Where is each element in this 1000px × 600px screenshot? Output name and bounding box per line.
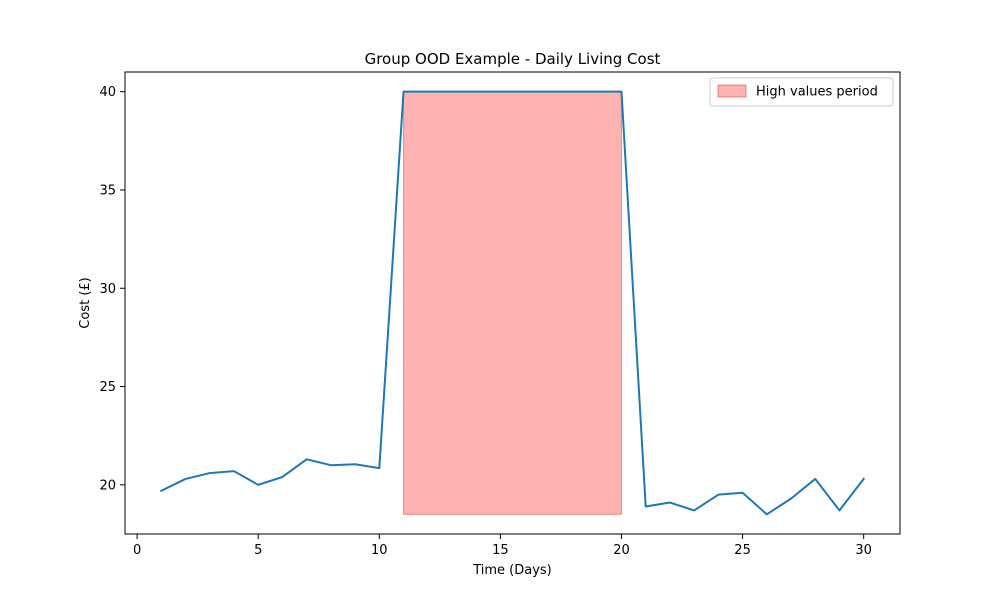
y-axis-label: Cost (£) — [78, 277, 93, 328]
plot-frame — [124, 71, 901, 535]
y-tick-label: 25 — [99, 380, 116, 395]
legend-label-high-values-period: High values period — [756, 85, 878, 100]
x-tick-label: 5 — [254, 543, 262, 558]
shaded-region-high-values-period — [403, 91, 622, 515]
chart-title: Group OOD Example - Daily Living Cost — [365, 50, 661, 68]
plot-area — [125, 72, 900, 534]
x-tick-label: 30 — [855, 543, 872, 558]
y-tick-label: 20 — [99, 478, 116, 493]
x-tick-label: 0 — [133, 543, 141, 558]
x-tick-label: 15 — [492, 543, 509, 558]
y-tick-label: 40 — [99, 85, 116, 100]
x-axis-label: Time (Days) — [472, 563, 552, 578]
legend-swatch-high-values-period — [717, 84, 747, 98]
x-tick-label: 20 — [613, 543, 630, 558]
x-tick-label: 10 — [371, 543, 388, 558]
legend: High values period — [709, 77, 894, 107]
y-tick-label: 30 — [99, 282, 116, 297]
shaded-region-layer — [403, 91, 622, 515]
y-axis-ticks: 20 25 30 35 40 — [99, 85, 125, 493]
series-line-0 — [159, 90, 866, 516]
x-tick-label: 25 — [734, 543, 751, 558]
x-axis-ticks: 0 5 10 15 20 25 30 — [133, 534, 872, 558]
y-tick-label: 35 — [99, 183, 116, 198]
legend-box — [709, 77, 894, 107]
series-layer — [159, 90, 866, 516]
